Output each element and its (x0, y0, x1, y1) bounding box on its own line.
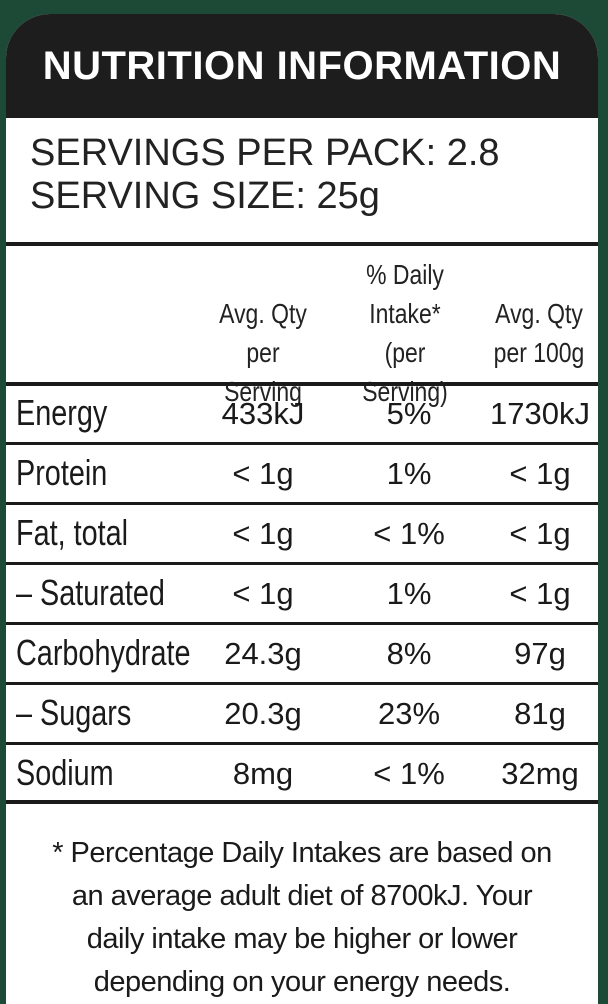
divider (6, 382, 598, 386)
row-label: – Sugars (16, 692, 132, 733)
per-100g-value: 32mg (501, 756, 579, 791)
divider (6, 682, 598, 685)
col-header-per-100g: Avg. Qty per 100g (493, 298, 585, 368)
divider (6, 800, 598, 804)
daily-intake-value: 23% (377, 696, 441, 731)
daily-intake-value: 8% (386, 636, 432, 671)
serving-info: SERVINGS PER PACK: 2.8 SERVING SIZE: 25g (6, 118, 598, 218)
daily-intake-value: < 1% (373, 756, 445, 791)
row-label: Fat, total (16, 512, 129, 553)
per-100g-value: < 1g (509, 516, 571, 551)
footnote: * Percentage Daily Intakes are based on … (6, 832, 598, 1004)
divider (6, 502, 598, 505)
per-100g-value: < 1g (509, 456, 571, 491)
divider (6, 622, 598, 625)
per-100g-value: 81g (514, 696, 566, 731)
footnote-line: an average adult diet of 8700kJ. Your (71, 880, 533, 912)
per-100g-value: < 1g (509, 576, 571, 611)
divider (6, 442, 598, 445)
per-serving-value: < 1g (232, 516, 294, 551)
row-label: Carbohydrate (16, 632, 191, 673)
col-header-daily-intake: % Daily Intake* (per Serving) (362, 259, 448, 407)
col-header-per-serving: Avg. Qty per Serving (219, 298, 307, 407)
divider (6, 742, 598, 745)
row-label: Protein (16, 452, 108, 493)
servings-per-pack: SERVINGS PER PACK: 2.8 (30, 132, 500, 174)
daily-intake-value: 5% (386, 396, 432, 431)
row-label: Energy (16, 392, 108, 433)
nutrition-panel: NUTRITION INFORMATION SERVINGS PER PACK:… (6, 14, 598, 1004)
row-label: – Saturated (16, 572, 165, 613)
daily-intake-value: 1% (386, 456, 432, 491)
panel-title: NUTRITION INFORMATION (6, 14, 598, 118)
per-serving-value: 433kJ (221, 396, 305, 431)
per-serving-value: < 1g (232, 576, 294, 611)
footnote-line: depending on your energy needs. (93, 966, 511, 998)
per-serving-value: 8mg (232, 756, 294, 791)
footnote-line: * Percentage Daily Intakes are based on (52, 837, 552, 869)
footnote-line: daily intake may be higher or lower (86, 923, 518, 955)
daily-intake-value: < 1% (373, 516, 445, 551)
divider (6, 242, 598, 246)
per-serving-value: 24.3g (224, 636, 302, 671)
daily-intake-value: 1% (386, 576, 432, 611)
per-100g-value: 1730kJ (490, 396, 590, 431)
per-serving-value: 20.3g (224, 696, 302, 731)
per-serving-value: < 1g (232, 456, 294, 491)
divider (6, 562, 598, 565)
serving-size: SERVING SIZE: 25g (30, 175, 380, 217)
per-100g-value: 97g (514, 636, 566, 671)
row-label: Sodium (16, 752, 114, 793)
